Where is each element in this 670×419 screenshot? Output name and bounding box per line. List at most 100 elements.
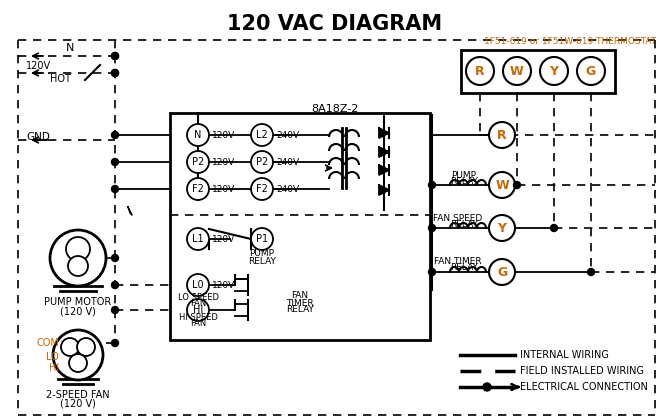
Text: G: G <box>497 266 507 279</box>
Circle shape <box>503 57 531 85</box>
Circle shape <box>251 151 273 173</box>
Text: P2: P2 <box>192 157 204 167</box>
Text: HI SPEED: HI SPEED <box>179 313 218 323</box>
Text: ELECTRICAL CONNECTION: ELECTRICAL CONNECTION <box>520 382 648 392</box>
Text: 120V: 120V <box>212 158 236 166</box>
Text: COM: COM <box>36 338 59 348</box>
Circle shape <box>466 57 494 85</box>
Text: L1: L1 <box>192 234 204 244</box>
Text: TIMER: TIMER <box>286 298 314 308</box>
Text: Y: Y <box>498 222 507 235</box>
Text: FAN: FAN <box>291 292 309 300</box>
Circle shape <box>187 228 209 250</box>
Circle shape <box>77 338 95 356</box>
Bar <box>461 50 615 93</box>
Circle shape <box>187 274 209 296</box>
Text: (120 V): (120 V) <box>60 306 96 316</box>
Text: RELAY: RELAY <box>450 264 478 272</box>
Polygon shape <box>379 147 389 157</box>
Circle shape <box>111 52 119 59</box>
Text: W: W <box>510 65 524 78</box>
Circle shape <box>53 330 103 380</box>
Text: RELAY: RELAY <box>248 256 276 266</box>
Text: 120V: 120V <box>212 280 236 290</box>
Text: L2: L2 <box>256 130 268 140</box>
Circle shape <box>513 181 521 189</box>
Circle shape <box>251 178 273 200</box>
Circle shape <box>251 124 273 146</box>
Circle shape <box>187 178 209 200</box>
Circle shape <box>50 230 106 286</box>
Circle shape <box>251 228 273 250</box>
Circle shape <box>489 172 515 198</box>
Text: LO SPEED: LO SPEED <box>178 293 218 303</box>
Text: F2: F2 <box>256 184 268 194</box>
Text: FAN TIMER: FAN TIMER <box>434 258 482 266</box>
Polygon shape <box>379 128 389 138</box>
Text: INTERNAL WIRING: INTERNAL WIRING <box>520 350 609 360</box>
Text: 8A18Z-2: 8A18Z-2 <box>312 104 358 114</box>
Text: 120V: 120V <box>212 235 236 243</box>
Circle shape <box>111 186 119 192</box>
Circle shape <box>187 124 209 146</box>
Circle shape <box>68 256 88 276</box>
Text: N: N <box>194 130 202 140</box>
Circle shape <box>111 307 119 313</box>
Text: FAN: FAN <box>190 300 206 308</box>
Circle shape <box>69 354 87 372</box>
Text: 120 VAC DIAGRAM: 120 VAC DIAGRAM <box>227 14 443 34</box>
Polygon shape <box>379 185 389 195</box>
Text: Y: Y <box>549 65 559 78</box>
Text: R: R <box>497 129 507 142</box>
Circle shape <box>551 225 557 232</box>
Circle shape <box>187 151 209 173</box>
Circle shape <box>111 254 119 261</box>
Circle shape <box>111 132 119 139</box>
Circle shape <box>489 259 515 285</box>
Text: N: N <box>66 43 74 53</box>
Circle shape <box>489 215 515 241</box>
Text: LO: LO <box>46 352 59 362</box>
Circle shape <box>111 339 119 347</box>
Circle shape <box>483 383 491 391</box>
Text: R: R <box>475 65 485 78</box>
Text: HI: HI <box>49 363 59 373</box>
Circle shape <box>61 338 79 356</box>
Text: 240V: 240V <box>277 184 299 194</box>
Text: 240V: 240V <box>277 158 299 166</box>
Circle shape <box>111 70 119 77</box>
Bar <box>170 113 430 340</box>
Text: 120V: 120V <box>212 184 236 194</box>
Text: HI: HI <box>193 305 203 315</box>
Text: 120V: 120V <box>26 61 51 71</box>
Text: GND: GND <box>26 132 50 142</box>
Text: P1: P1 <box>256 234 268 244</box>
Circle shape <box>588 269 594 276</box>
Circle shape <box>111 70 119 77</box>
Text: PUMP MOTOR: PUMP MOTOR <box>44 297 112 307</box>
Text: HOT: HOT <box>50 74 71 84</box>
Text: 1F51-619 or 1F51W-619 THERMOSTAT: 1F51-619 or 1F51W-619 THERMOSTAT <box>484 37 656 46</box>
Text: F2: F2 <box>192 184 204 194</box>
Text: W: W <box>495 178 509 191</box>
Text: 240V: 240V <box>277 130 299 140</box>
Text: (120 V): (120 V) <box>60 399 96 409</box>
Text: L0: L0 <box>192 280 204 290</box>
Text: FAN SPEED: FAN SPEED <box>433 214 482 222</box>
Text: RELAY: RELAY <box>450 220 478 228</box>
Text: 2-SPEED FAN: 2-SPEED FAN <box>46 390 110 400</box>
Circle shape <box>111 158 119 166</box>
Text: P2: P2 <box>256 157 268 167</box>
Text: PUMP: PUMP <box>452 171 476 179</box>
Text: 120V: 120V <box>212 130 236 140</box>
Circle shape <box>66 237 90 261</box>
Circle shape <box>429 181 436 189</box>
Circle shape <box>577 57 605 85</box>
Text: PUMP: PUMP <box>249 249 275 259</box>
Circle shape <box>540 57 568 85</box>
Polygon shape <box>379 165 389 175</box>
Circle shape <box>429 269 436 276</box>
Text: RELAY: RELAY <box>450 176 478 186</box>
Circle shape <box>187 299 209 321</box>
Circle shape <box>489 122 515 148</box>
